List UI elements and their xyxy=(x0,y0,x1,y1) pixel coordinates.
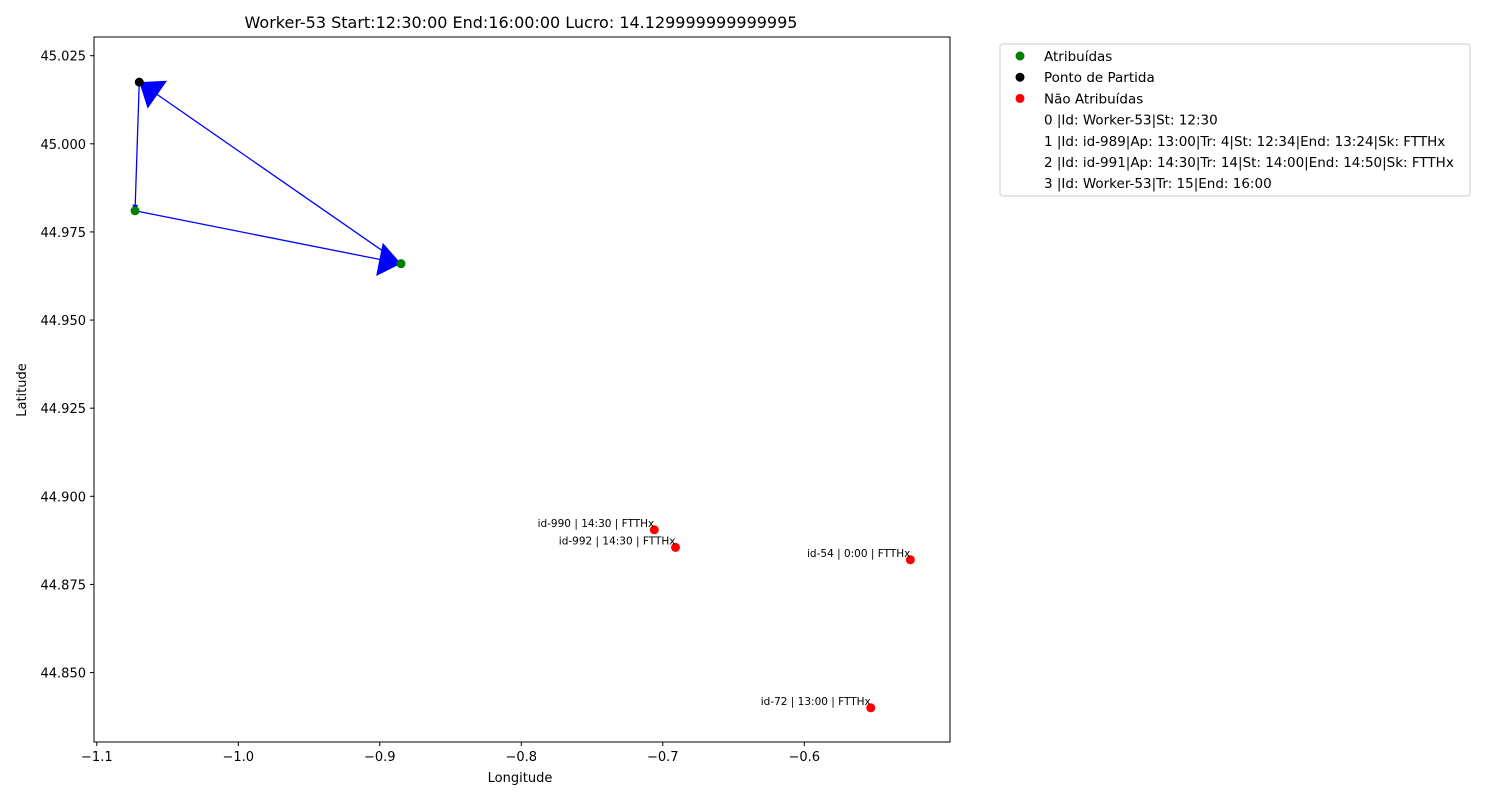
x-axis-label: Longitude xyxy=(488,771,553,786)
legend-entry-label: Ponto de Partida xyxy=(1044,70,1155,86)
data-point xyxy=(134,77,144,87)
legend-entry-label: 1 |Id: id-989|Ap: 13:00|Tr: 4|St: 12:34|… xyxy=(1044,134,1445,150)
y-tick-label: 44.900 xyxy=(41,490,87,505)
legend-entry-label: Não Atribuídas xyxy=(1044,91,1143,107)
route-arrowhead-2 xyxy=(376,242,402,277)
chart-title: Worker-53 Start:12:30:00 End:16:00:00 Lu… xyxy=(245,13,798,32)
y-tick-label: 44.850 xyxy=(41,667,87,682)
y-tick-label: 44.950 xyxy=(41,314,87,329)
x-tick-label: −0.7 xyxy=(647,750,679,765)
y-tick-label: 44.925 xyxy=(41,402,87,417)
y-axis-label: Latitude xyxy=(15,363,30,417)
y-tick-label: 44.975 xyxy=(41,226,87,241)
route-segment-3 xyxy=(147,87,402,265)
y-axis-ticks: 44.850 44.875 44.900 44.925 44.950 44.975 45.0… xyxy=(41,50,94,682)
x-tick-label: −0.6 xyxy=(788,750,820,765)
legend-entry-label: Atribuídas xyxy=(1044,49,1112,65)
data-point xyxy=(396,259,406,269)
data-point xyxy=(130,206,140,216)
point-labels: id-990 | 14:30 | FTTHx id-992 | 14:30 | F… xyxy=(538,518,911,708)
data-point xyxy=(649,525,659,535)
y-tick-label: 45.025 xyxy=(41,50,87,65)
route-segment-2 xyxy=(134,210,391,263)
x-tick-label: −1.1 xyxy=(81,750,113,765)
point-label: id-54 | 0:00 | FTTHx xyxy=(807,548,910,560)
y-tick-label: 45.000 xyxy=(41,138,87,153)
legend-entry-label: 0 |Id: Worker-53|St: 12:30 xyxy=(1044,113,1218,129)
plot-area-frame xyxy=(93,36,951,743)
data-points xyxy=(130,77,915,713)
legend-marker xyxy=(1015,51,1025,61)
legend-marker xyxy=(1015,72,1025,82)
legend-entry-label: 3 |Id: Worker-53|Tr: 15|End: 16:00 xyxy=(1044,176,1272,192)
legend-box xyxy=(999,43,1471,197)
point-label: id-992 | 14:30 | FTTHx xyxy=(559,535,676,547)
point-label: id-990 | 14:30 | FTTHx xyxy=(538,518,655,530)
x-tick-label: −0.9 xyxy=(364,750,396,765)
route-arrows xyxy=(132,80,402,277)
legend-marker xyxy=(1015,93,1025,103)
x-axis-ticks: −1.1 −1.0 −0.9 −0.8 −0.7 −0.6 xyxy=(81,742,820,765)
data-point xyxy=(671,542,681,552)
route-segment-1 xyxy=(134,82,140,208)
point-label: id-72 | 13:00 | FTTHx xyxy=(761,696,871,708)
route-arrowhead-3 xyxy=(139,80,168,109)
legend-entry-label: 2 |Id: id-991|Ap: 14:30|Tr: 14|St: 14:00… xyxy=(1044,155,1454,171)
x-tick-label: −0.8 xyxy=(506,750,538,765)
legend: Atribuídas Ponto de Partida Não Atribuídas… xyxy=(999,43,1471,197)
y-tick-label: 44.875 xyxy=(41,578,87,593)
x-tick-label: −1.0 xyxy=(223,750,255,765)
data-point xyxy=(866,703,876,713)
data-point xyxy=(905,555,915,565)
